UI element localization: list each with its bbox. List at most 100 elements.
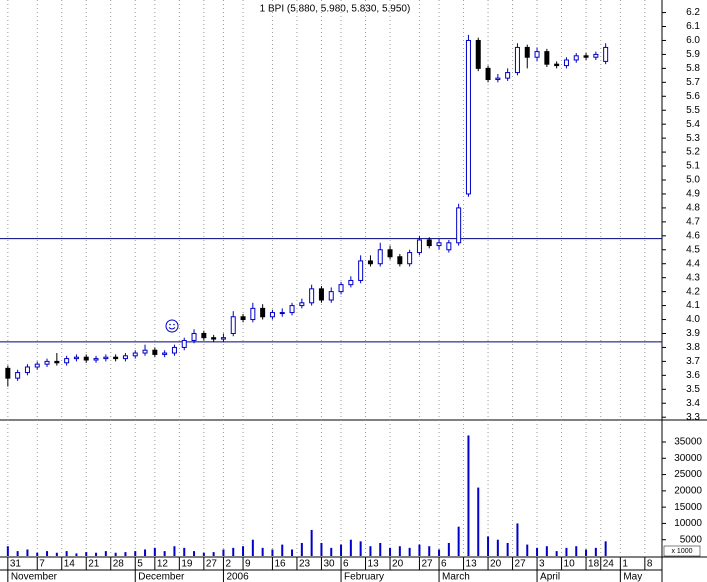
y-tick-label: 4.4 (686, 258, 700, 269)
volume-bar (95, 552, 98, 556)
volume-bar (310, 529, 313, 556)
candle-body (299, 302, 305, 307)
x-tick-label: 16 (274, 559, 286, 570)
volume-bar (398, 546, 401, 556)
volume-bar (604, 541, 607, 556)
y-tick-label: 5.3 (686, 133, 700, 144)
vol-tick-label: 10000 (674, 518, 702, 529)
y-tick-label: 3.4 (686, 398, 700, 409)
month-label: November (11, 572, 58, 582)
volume-bar (36, 552, 39, 556)
x-tick-label: 6 (343, 559, 349, 570)
y-tick-label: 3.9 (686, 328, 700, 339)
candle-body (495, 77, 501, 81)
candle-body (181, 339, 187, 348)
volume-bar (545, 546, 548, 556)
candle-body (416, 239, 422, 254)
y-tick-label: 4.1 (686, 300, 700, 311)
candle-body (328, 291, 334, 301)
volume-bar (506, 542, 509, 556)
smiley-icon (165, 319, 179, 333)
volume-bar (26, 549, 29, 556)
volume-bar (114, 552, 117, 556)
volume-bar (46, 551, 49, 556)
volume-bar (193, 551, 196, 556)
volume-bar (594, 547, 597, 556)
candle-body (132, 352, 138, 357)
volume-bar (457, 526, 460, 556)
volume-bar (477, 487, 480, 556)
volume-bar (104, 551, 107, 556)
candle-body (534, 51, 540, 58)
volume-bar (75, 553, 78, 556)
x-tick-label: 13 (466, 559, 478, 570)
volume-bar (16, 551, 19, 556)
candle-body (554, 63, 560, 67)
candle-body (505, 72, 511, 79)
candle-body (338, 284, 344, 293)
candle-body (122, 355, 128, 360)
volume-bar (251, 539, 254, 556)
x-tick-label: 1 (622, 559, 628, 570)
candle-body (407, 252, 413, 265)
candle-body (367, 260, 373, 265)
candle-body (446, 242, 452, 251)
x-tick-label: 3 (539, 559, 545, 570)
y-tick-label: 4.2 (686, 286, 700, 297)
volume-bar (212, 552, 215, 556)
candle-body (563, 59, 569, 67)
month-label: March (442, 572, 470, 582)
candle-body (34, 363, 40, 368)
volume-bar (124, 552, 127, 556)
volume-bar (6, 546, 9, 556)
x-tick-label: 8 (647, 559, 653, 570)
volume-bar (85, 552, 88, 556)
volume-bar (428, 546, 431, 556)
x-tick-label: 18 (588, 559, 600, 570)
candle-body (73, 356, 79, 360)
y-tick-label: 4.5 (686, 244, 700, 255)
month-label: December (138, 572, 185, 582)
candle-body (54, 360, 60, 364)
candle-body (465, 39, 471, 195)
volume-bar (222, 549, 225, 556)
volume-bar (242, 546, 245, 556)
y-tick-label: 4.7 (686, 217, 700, 228)
vol-tick-label: 15000 (674, 502, 702, 513)
candle-body (113, 356, 119, 360)
candle-body (142, 349, 148, 354)
candle-body (230, 316, 236, 334)
x-tick-label: 20 (490, 559, 502, 570)
y-tick-label: 5.0 (686, 175, 700, 186)
volume-unit-label: x 1000 (671, 548, 692, 555)
candle-body (260, 307, 266, 318)
volume-bar (163, 551, 166, 556)
x-tick-label: 27 (421, 559, 433, 570)
candle-body (318, 288, 324, 301)
volume-bar (55, 552, 58, 556)
candle-body (191, 332, 197, 341)
candle-body (485, 67, 491, 81)
y-tick-label: 6.1 (686, 21, 700, 32)
candle-body (152, 349, 158, 355)
x-tick-label: 30 (323, 559, 335, 570)
volume-bar (487, 536, 490, 556)
unit-box (663, 545, 701, 557)
volume-bar (291, 549, 294, 556)
volume-bar (555, 551, 558, 556)
volume-bar (467, 435, 470, 556)
candle-body (240, 316, 246, 321)
candle-body (544, 51, 550, 65)
candle-body (93, 358, 99, 361)
vol-tick-label: 25000 (674, 469, 702, 480)
candle-body (44, 360, 50, 365)
volume-bar (585, 549, 588, 556)
candle-body (397, 256, 403, 265)
candle-body (220, 337, 226, 340)
candle-body (279, 312, 285, 315)
y-tick-label: 6.0 (686, 35, 700, 46)
candle-body (5, 367, 11, 379)
volume-bar (183, 547, 186, 556)
x-tick-label: 19 (181, 559, 193, 570)
candle-body (289, 305, 295, 314)
